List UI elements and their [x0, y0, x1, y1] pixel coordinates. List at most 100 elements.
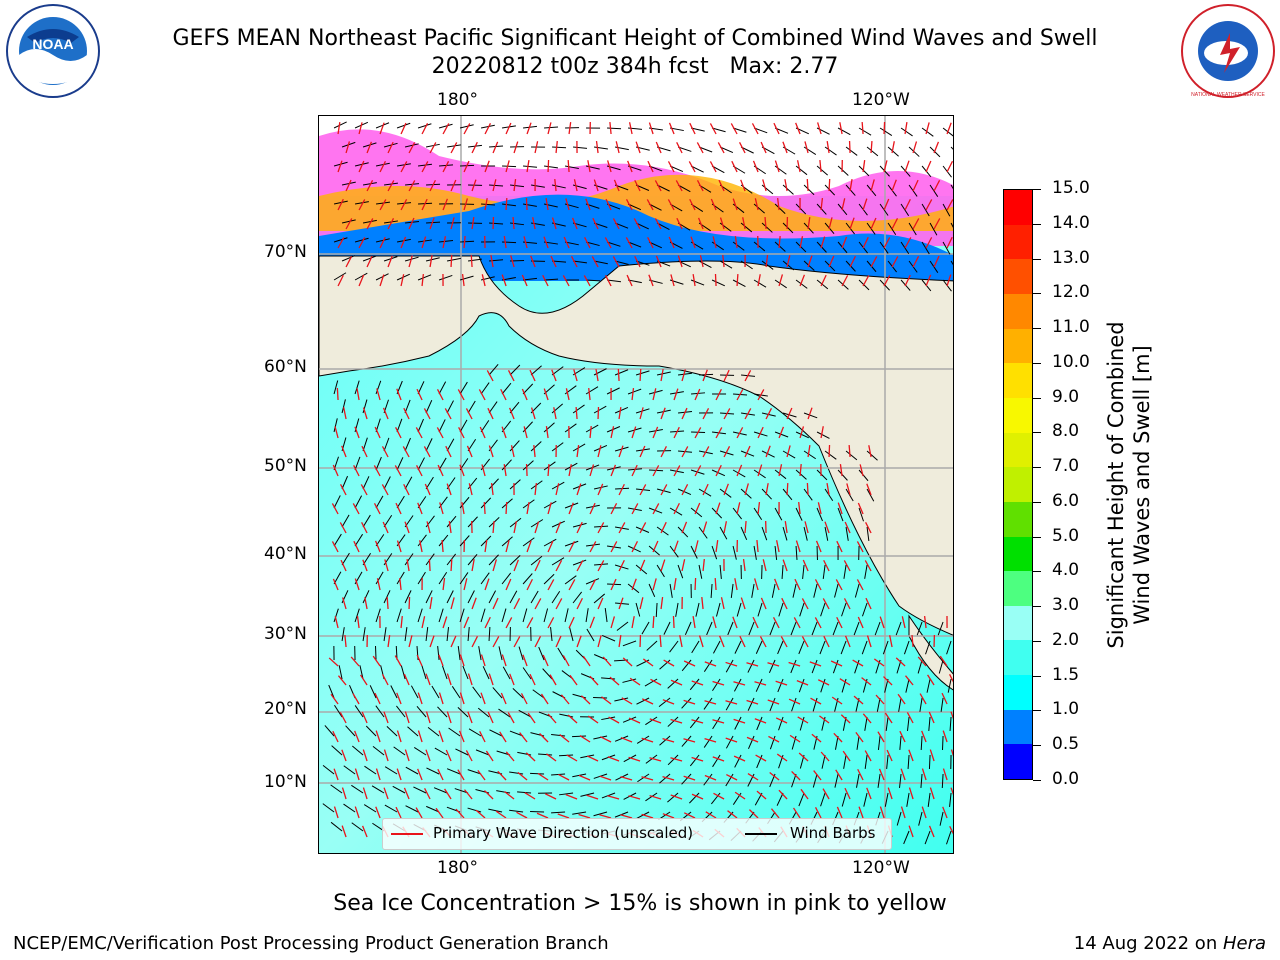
wind-barb [711, 469, 726, 477]
wave-arrow [592, 217, 599, 230]
wave-arrow [337, 122, 341, 135]
wind-barb [502, 241, 517, 244]
wind-barb [354, 456, 361, 471]
wave-arrow [429, 255, 433, 268]
wind-barb [614, 222, 629, 229]
wind-barb [753, 241, 766, 252]
wave-arrow [941, 692, 948, 705]
colorbar-segment [1004, 709, 1032, 745]
wave-arrow [908, 749, 914, 762]
colorbar-tick-label: 14.0 [1052, 212, 1090, 233]
colorbar-tick-label: 5.0 [1052, 525, 1080, 546]
wave-arrow [765, 445, 771, 458]
wave-arrow [676, 141, 683, 154]
wave-arrow [925, 199, 933, 211]
wind-barb [711, 279, 725, 287]
wind-barb [572, 260, 587, 264]
wave-arrow [795, 540, 801, 553]
wind-barb [837, 469, 848, 481]
wave-arrow [379, 274, 385, 287]
wave-arrow [923, 616, 927, 629]
wave-arrow [798, 752, 809, 762]
wave-arrow [691, 680, 704, 686]
wind-barb [710, 792, 721, 805]
wave-arrow [804, 141, 809, 154]
wave-arrow [503, 464, 507, 477]
wave-arrow [733, 718, 746, 724]
wave-arrow [568, 579, 576, 591]
wave-arrow [870, 217, 877, 230]
wind-barb [921, 203, 930, 217]
wave-arrow [652, 540, 659, 553]
wave-arrow [921, 730, 927, 743]
wave-arrow [408, 255, 413, 268]
colorbar-tick-label: 4.0 [1052, 560, 1080, 581]
wave-arrow [723, 446, 731, 458]
wind-barb [413, 786, 427, 794]
wave-arrow [438, 730, 444, 743]
wind-barb [426, 767, 440, 775]
wave-arrow [810, 697, 822, 705]
wind-barb [751, 583, 755, 598]
wave-arrow [822, 788, 830, 800]
wind-barb [942, 203, 951, 217]
wind-barb [354, 495, 363, 509]
wave-arrow [387, 180, 395, 192]
wind-barb [861, 640, 868, 655]
wave-arrow [341, 749, 347, 762]
wind-barb [635, 602, 641, 617]
wave-arrow [487, 407, 494, 420]
wave-arrow [438, 692, 444, 705]
wind-barb [667, 678, 679, 689]
wind-barb [480, 420, 490, 433]
wave-arrow [841, 198, 846, 211]
wind-barb [322, 803, 335, 813]
wave-arrow [442, 161, 450, 173]
wave-arrow [589, 502, 596, 515]
lon-label-bottom-120w: 120°W [852, 858, 910, 878]
wind-barb [689, 678, 700, 691]
wave-arrow [715, 427, 723, 439]
wind-barb [845, 526, 849, 541]
wind-barb [874, 621, 881, 636]
wave-arrow [765, 407, 773, 420]
wave-arrow [463, 198, 469, 211]
wave-arrow [337, 274, 344, 287]
wave-arrow [563, 236, 570, 249]
wave-arrow [334, 426, 339, 439]
chart-title: GEFS MEAN Northeast Pacific Significant … [172, 26, 1098, 51]
wave-arrow [853, 695, 864, 705]
wave-arrow [545, 426, 549, 439]
wave-arrow [702, 369, 708, 382]
wind-barb [928, 716, 931, 731]
wave-arrow [395, 502, 402, 515]
wave-arrow [386, 596, 389, 610]
wave-arrow [667, 199, 675, 211]
wave-arrow [425, 673, 431, 686]
wave-arrow [628, 717, 641, 724]
wave-arrow [505, 501, 508, 515]
wave-arrow [555, 521, 562, 534]
wind-barb [917, 659, 923, 674]
wind-barb [824, 184, 836, 196]
wind-barb [916, 621, 923, 636]
wind-barb [719, 260, 733, 269]
wind-barb [341, 475, 349, 490]
wave-arrow [607, 795, 620, 800]
wind-barb [460, 240, 475, 243]
colorbar-tick-label: 0.0 [1052, 769, 1080, 789]
colorbar-tick [1033, 675, 1041, 677]
wind-barb [522, 277, 538, 281]
wave-arrow [813, 770, 822, 781]
wave-arrow [492, 559, 497, 572]
wave-arrow [609, 676, 620, 686]
wind-barb [393, 746, 406, 756]
wind-barb [593, 735, 608, 740]
wind-barb [795, 203, 807, 215]
lat-label-20n: 20°N [264, 699, 307, 719]
wind-barb [341, 255, 356, 262]
wind-barb [530, 184, 545, 188]
wave-arrow [591, 256, 599, 268]
wave-arrow [791, 770, 801, 781]
wave-arrow [375, 730, 381, 743]
